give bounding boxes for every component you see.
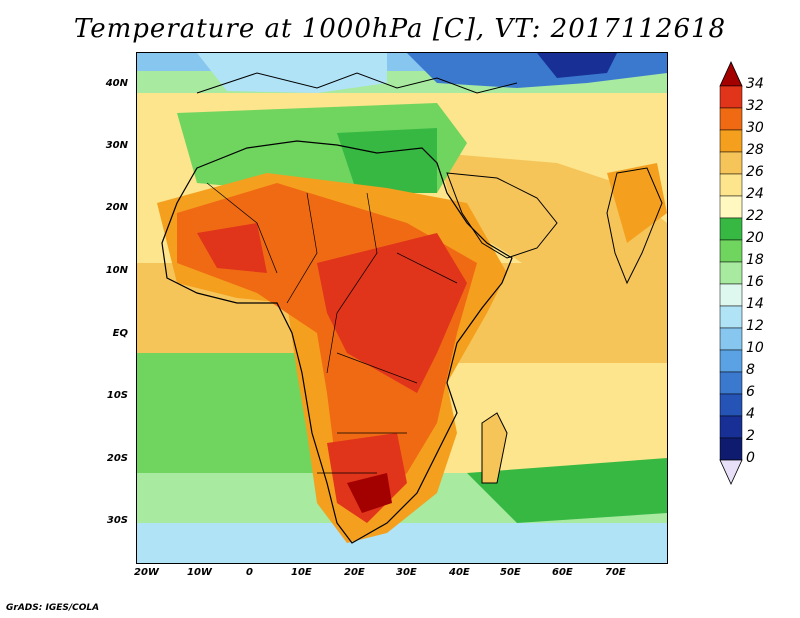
- x-tick-30e: 30E: [396, 567, 417, 578]
- southern-cool-band: [137, 523, 667, 563]
- colorbar-segment-22-24: [719, 195, 743, 219]
- x-tick-20e: 20E: [344, 567, 365, 578]
- colorbar-segment-32-34: [719, 85, 743, 109]
- x-tick-60e: 60E: [552, 567, 573, 578]
- x-tick-0: 0: [246, 567, 253, 578]
- x-tick-50e: 50E: [500, 567, 521, 578]
- colorbar-label-28: 28: [746, 142, 764, 158]
- colorbar-segment-12-14: [719, 305, 743, 329]
- colorbar: [719, 61, 743, 485]
- colorbar-label-18: 18: [746, 252, 764, 268]
- colorbar-bottom-arrow: [719, 459, 743, 485]
- colorbar-segment-28-30: [719, 129, 743, 153]
- colorbar-segment-20-22: [719, 217, 743, 241]
- colorbar-segment-16-18: [719, 261, 743, 285]
- europe-cool: [197, 53, 387, 93]
- colorbar-label-30: 30: [746, 120, 764, 136]
- colorbar-segment-4-6: [719, 393, 743, 417]
- kalahari-hottest: [347, 473, 392, 513]
- map-svg: [137, 53, 667, 563]
- y-tick-40n: 40N: [105, 78, 128, 89]
- colorbar-label-32: 32: [746, 98, 764, 114]
- colorbar-segment-10-12: [719, 327, 743, 351]
- colorbar-label-6: 6: [746, 384, 755, 400]
- colorbar-label-14: 14: [746, 296, 764, 312]
- colorbar-label-34: 34: [746, 76, 764, 92]
- sahel-west-hotter: [197, 223, 267, 273]
- madagascar: [481, 412, 508, 484]
- colorbar-label-12: 12: [746, 318, 764, 334]
- egypt-libya-green: [337, 128, 437, 193]
- colorbar-segment-24-26: [719, 173, 743, 197]
- colorbar-segment-2-4: [719, 415, 743, 439]
- africa-coastline: [161, 140, 513, 544]
- colorbar-top-arrow: [719, 61, 743, 87]
- x-tick-10e: 10E: [291, 567, 312, 578]
- colorbar-label-24: 24: [746, 186, 764, 202]
- x-tick-40e: 40E: [449, 567, 470, 578]
- y-tick-10n: 10N: [105, 265, 128, 276]
- colorbar-label-20: 20: [746, 230, 764, 246]
- y-tick-30s: 30S: [106, 515, 128, 526]
- y-tick-20s: 20S: [106, 453, 128, 464]
- colorbar-label-2: 2: [746, 428, 755, 444]
- temperature-map: [136, 52, 668, 564]
- x-tick-10w: 10W: [187, 567, 212, 578]
- colorbar-segment-0-2: [719, 437, 743, 461]
- colorbar-label-0: 0: [746, 450, 755, 466]
- country-borders: [206, 182, 458, 474]
- colorbar-segment-18-20: [719, 239, 743, 263]
- india-warm: [607, 163, 667, 243]
- arabia-warm: [437, 153, 667, 293]
- y-tick-20n: 20N: [105, 202, 128, 213]
- colorbar-label-22: 22: [746, 208, 764, 224]
- x-tick-20w: 20W: [134, 567, 159, 578]
- colorbar-label-8: 8: [746, 362, 755, 378]
- y-tick-eq: EQ: [112, 328, 128, 339]
- colorbar-segment-30-32: [719, 107, 743, 131]
- colorbar-label-10: 10: [746, 340, 764, 356]
- map-title: Temperature at 1000hPa [C], VT: 20171126…: [73, 14, 727, 44]
- eurasia-coldest: [537, 53, 617, 78]
- x-tick-70e: 70E: [605, 567, 626, 578]
- colorbar-segment-26-28: [719, 151, 743, 175]
- colorbar-segment-8-10: [719, 349, 743, 373]
- footer-credit: GrADS: IGES/COLA: [6, 603, 100, 613]
- india-coastline: [606, 167, 663, 285]
- indian-ocean-green: [467, 458, 667, 523]
- europe-coastline: [196, 72, 518, 94]
- colorbar-segment-14-16: [719, 283, 743, 307]
- central-africa-hotter: [317, 233, 467, 393]
- colorbar-label-26: 26: [746, 164, 764, 180]
- colorbar-label-4: 4: [746, 406, 755, 422]
- y-tick-10s: 10S: [106, 390, 128, 401]
- colorbar-segment-6-8: [719, 371, 743, 395]
- arabia-coastline: [446, 172, 558, 259]
- colorbar-label-16: 16: [746, 274, 764, 290]
- y-tick-30n: 30N: [105, 140, 128, 151]
